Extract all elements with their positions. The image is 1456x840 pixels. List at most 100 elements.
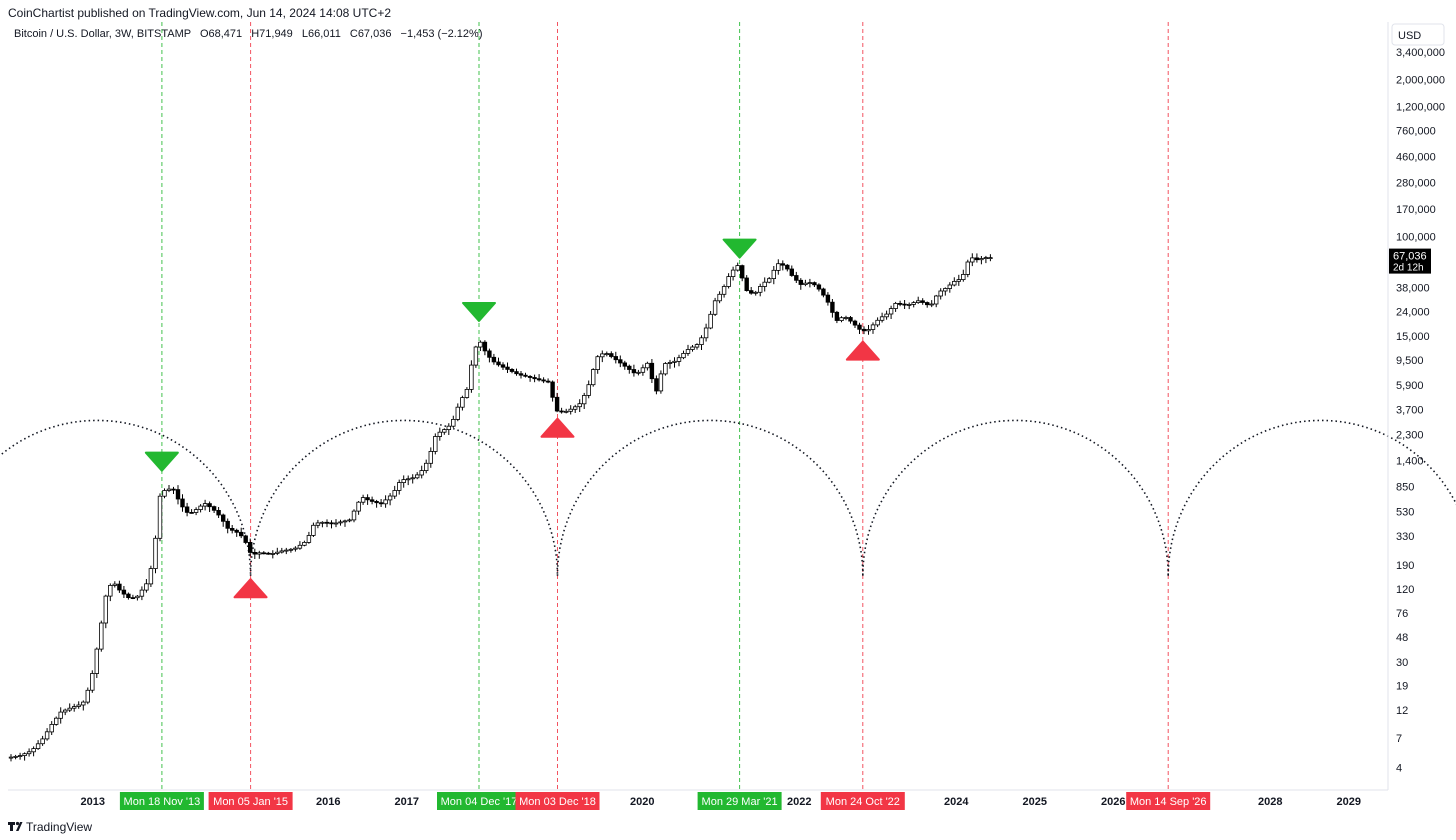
candle-body	[721, 286, 727, 295]
candle-body	[198, 505, 203, 511]
candle-body	[897, 302, 903, 305]
candle-body	[591, 369, 596, 386]
candle-body	[861, 328, 867, 332]
price-tick-label: 24,000	[1396, 306, 1430, 318]
candle-body	[126, 593, 131, 598]
time-tick-label: 2017	[395, 796, 419, 808]
candle-body	[536, 378, 542, 381]
time-tick-label: 2013	[81, 796, 105, 808]
price-tick-label: 2,300	[1396, 429, 1424, 441]
candle-body	[469, 364, 474, 390]
candle-body	[270, 553, 275, 555]
cycle-date-badge	[208, 792, 293, 810]
candle-body	[405, 478, 411, 481]
candle-body	[374, 500, 379, 504]
candle-body	[550, 381, 555, 398]
candle-body	[13, 756, 18, 758]
currency-button[interactable]: USD	[1391, 23, 1445, 46]
tradingview-branding[interactable]: TradingView	[8, 820, 92, 834]
candle-body	[907, 303, 912, 306]
candle-body	[902, 303, 907, 306]
candle-body	[554, 396, 560, 412]
candle-body	[870, 324, 876, 330]
price-tick-label: 3,700	[1396, 404, 1424, 416]
price-axis[interactable]: 3,400,000 2,000,000 1,200,000 760,000 460,00…	[1396, 47, 1445, 775]
candle-body	[509, 368, 515, 372]
candle-body	[988, 257, 993, 260]
candle-body	[925, 302, 930, 306]
candle-body	[866, 329, 871, 332]
candle-body	[121, 589, 127, 595]
candle-body	[888, 308, 894, 315]
candle-body	[40, 738, 45, 745]
candle-body	[879, 316, 885, 321]
candle-body	[613, 356, 618, 361]
candle-body	[72, 706, 77, 709]
candle-body	[943, 288, 948, 292]
cycle-date-label: Mon 29 Mar '21	[702, 796, 778, 808]
candle-body	[663, 363, 668, 375]
candle-body	[378, 502, 384, 505]
candle-body	[685, 349, 691, 354]
candle-body	[419, 470, 424, 476]
candle-body	[311, 524, 316, 536]
candle-body	[76, 704, 81, 707]
candle-body	[94, 648, 99, 674]
candle-body	[694, 344, 700, 348]
price-tick-label: 2,000,000	[1396, 75, 1445, 87]
candle-body	[604, 353, 609, 356]
symbol-legend[interactable]: Bitcoin / U.S. Dollar, 3W, BITSTAMP O68,…	[14, 28, 482, 40]
cycle-top-marker-icon	[722, 238, 757, 259]
candle-body	[505, 366, 510, 370]
candle-body	[690, 346, 695, 350]
candle-body	[920, 300, 925, 303]
candle-body	[180, 498, 185, 508]
candle-body	[225, 520, 230, 529]
candle-body	[383, 499, 388, 505]
cycle-date-badge	[697, 792, 782, 810]
candle-body	[148, 568, 154, 585]
candle-body	[965, 261, 970, 275]
candle-body	[365, 497, 370, 501]
candle-body	[595, 356, 600, 371]
candle-body	[807, 282, 813, 285]
candle-body	[351, 510, 357, 521]
candle-body	[302, 542, 307, 546]
candle-body	[423, 462, 429, 471]
candle-body	[414, 474, 420, 479]
currency-button-box	[1391, 23, 1445, 46]
cycle-date-labels: Mon 18 Nov '13 Mon 05 Jan '15 Mon 04 Dec '…	[119, 792, 1211, 810]
cycle-markers	[144, 238, 880, 599]
price-tick-label: 1,200,000	[1396, 101, 1445, 113]
candle-body	[99, 622, 104, 650]
candle-body	[627, 365, 632, 370]
price-tick-label: 9,500	[1396, 355, 1424, 367]
candle-body	[275, 551, 280, 554]
candle-body	[238, 531, 244, 537]
candle-body	[442, 429, 447, 433]
time-axis[interactable]: 2013 2016 2017 2020 2022 2024 2025 2026 2028 2029	[81, 796, 1361, 808]
candle-body	[26, 751, 32, 755]
candle-body	[794, 275, 799, 281]
candle-body	[744, 277, 749, 292]
candle-body	[726, 276, 731, 287]
candle-body	[532, 377, 537, 380]
cycle-bottom-marker-icon	[233, 578, 268, 599]
candle-body	[622, 362, 627, 367]
candle-body	[577, 403, 582, 408]
candle-body	[288, 548, 294, 551]
candle-body	[970, 257, 975, 263]
candle-body	[360, 497, 366, 503]
candle-body	[618, 359, 623, 364]
candle-body	[514, 371, 519, 375]
price-tick-label: 76	[1396, 608, 1408, 620]
candle-body	[649, 362, 655, 380]
candle-body	[329, 522, 334, 525]
candle-body	[81, 701, 86, 706]
candle-body	[780, 263, 785, 266]
candle-body	[347, 519, 352, 522]
candle-body	[473, 346, 479, 366]
candle-body	[821, 288, 826, 296]
